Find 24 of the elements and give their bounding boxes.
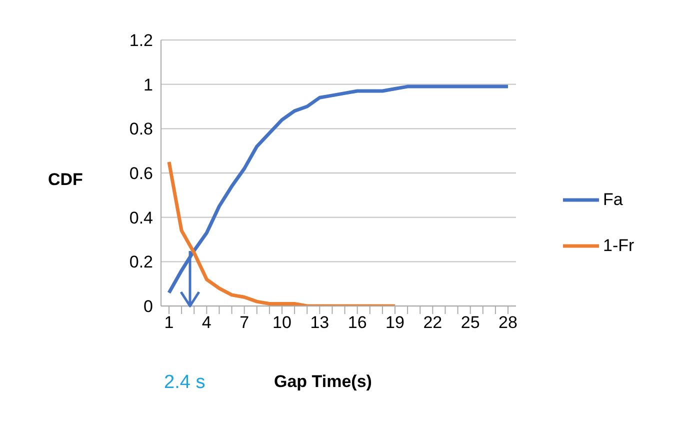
y-tick-label: 1 (144, 75, 153, 94)
x-axis-title: Gap Time(s) (274, 372, 372, 392)
y-axis-title: CDF (48, 170, 83, 190)
x-tick-label: 19 (386, 313, 404, 332)
y-tick-label: 0.6 (129, 164, 153, 184)
y-tick-label: 0.8 (129, 120, 153, 139)
x-tick-label: 28 (498, 313, 518, 332)
y-tick-label: 1.2 (129, 31, 153, 50)
x-tick-label: 13 (310, 313, 330, 332)
x-tick-label: 7 (240, 313, 250, 332)
x-tick-label: 22 (423, 313, 442, 332)
text: 2.4 s (164, 372, 206, 394)
y-tick-label: 0 (144, 297, 153, 316)
x-tick-label: 25 (460, 313, 480, 332)
y-tick-label: 0.2 (129, 252, 153, 272)
x-tick-label: 1 (164, 313, 174, 332)
y-tick-label: 0.4 (129, 208, 153, 228)
x-tick-label: 4 (202, 313, 212, 332)
x-tick-label: 16 (348, 313, 367, 332)
line-series (167, 84, 510, 294)
legend-label: 1-Fr (603, 236, 634, 256)
line-series (167, 160, 397, 306)
legend-label: Fa (603, 190, 623, 210)
x-tick-label: 10 (272, 313, 292, 332)
